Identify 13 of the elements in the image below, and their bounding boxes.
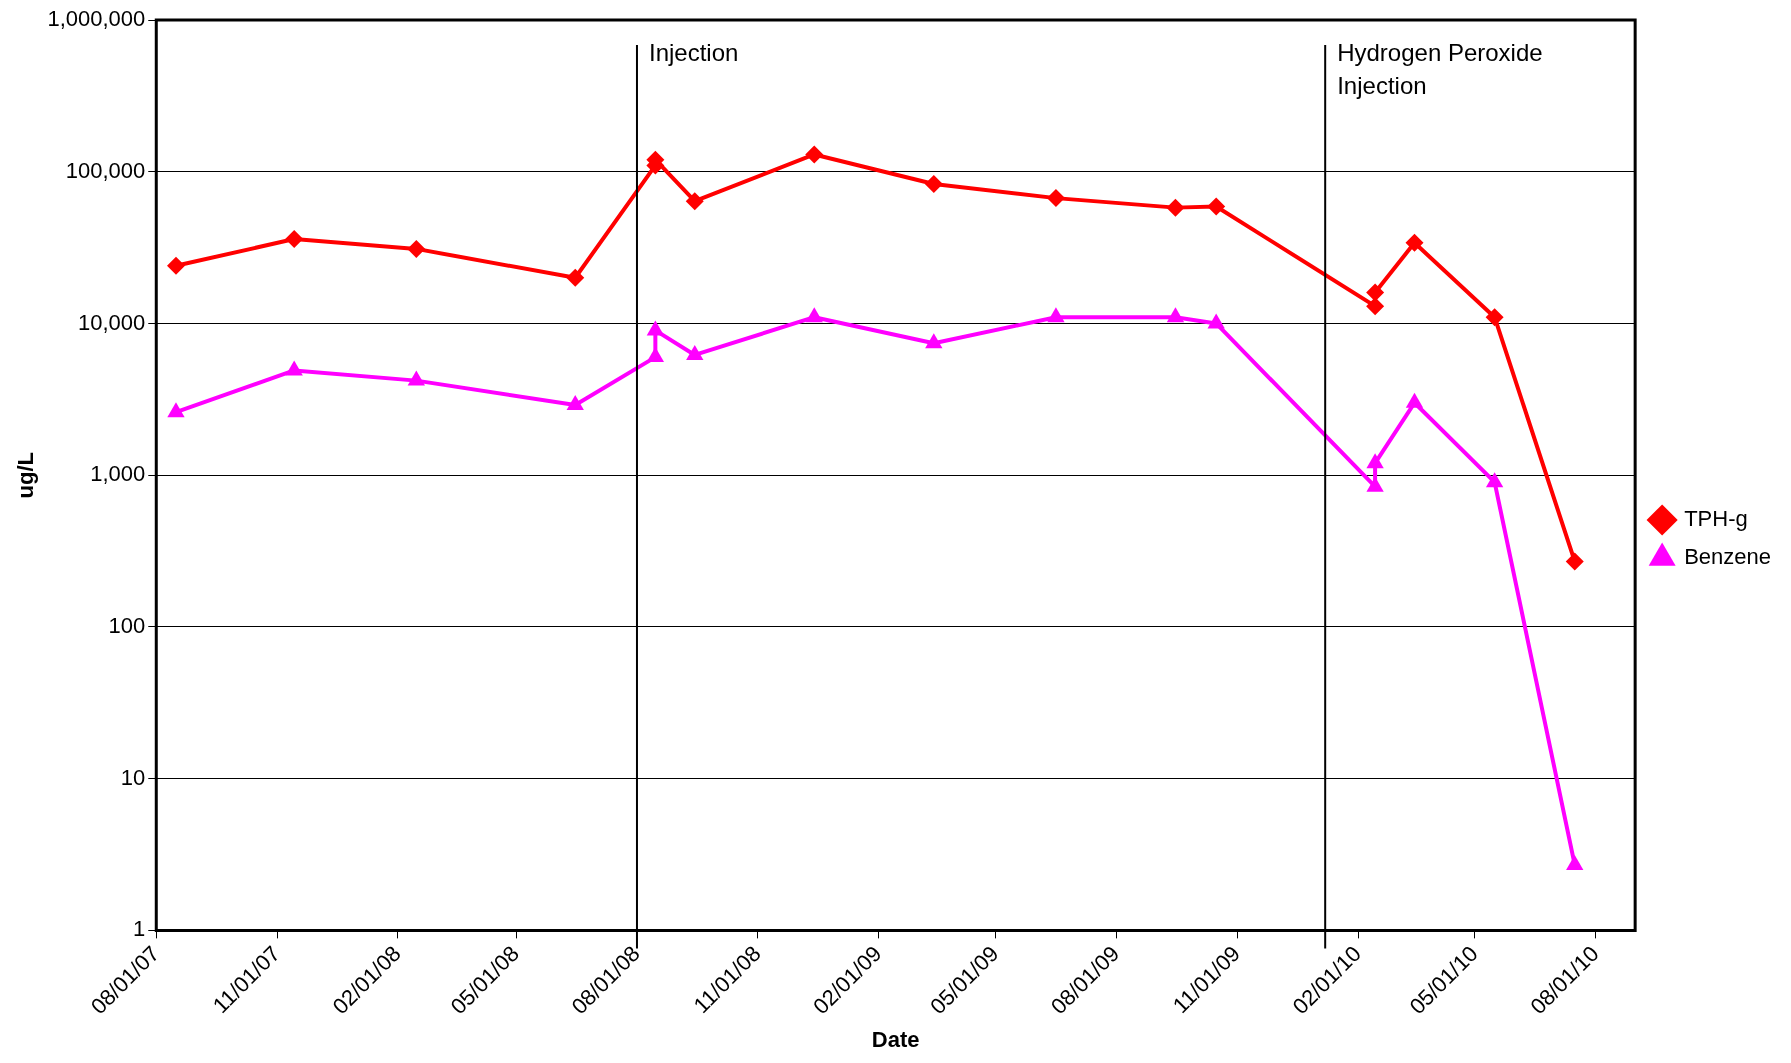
y-tick-label: 100,000 xyxy=(65,157,146,183)
ref-line-label: Hydrogen Peroxide Injection xyxy=(1337,38,1543,99)
y-tick-label: 10,000 xyxy=(77,309,146,335)
y-tick-label: 100 xyxy=(108,612,146,638)
y-tick-label: 1,000,000 xyxy=(47,6,146,32)
legend-label: TPH-g xyxy=(1684,506,1748,532)
legend-label: Benzene xyxy=(1684,544,1772,570)
y-tick-label: 1 xyxy=(133,916,146,942)
x-axis-title: Date xyxy=(871,1026,920,1052)
y-axis-title: ug/L xyxy=(13,451,39,499)
ref-line-label: Injection xyxy=(648,38,739,66)
y-tick-label: 1,000 xyxy=(90,461,146,487)
y-tick-label: 10 xyxy=(120,764,146,790)
